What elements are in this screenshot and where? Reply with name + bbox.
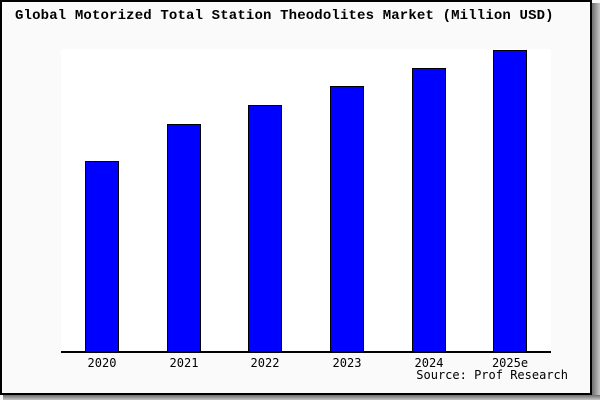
x-tick-label-2024: 2024 (414, 356, 444, 370)
frame-shadow-bottom (3, 395, 600, 400)
chart-frame: Global Motorized Total Station Theodolit… (0, 0, 592, 395)
bar-2023 (330, 86, 364, 351)
bar-2020 (85, 161, 119, 351)
bar-2022 (248, 105, 282, 351)
frame-shadow-right (592, 3, 600, 395)
plot-area (61, 49, 551, 353)
bar-2025e (493, 50, 527, 351)
x-tick-label-2023: 2023 (332, 356, 362, 370)
source-label: Source: Prof Research (416, 368, 568, 382)
bar-2021 (167, 124, 201, 351)
x-tick-label-2020: 2020 (87, 356, 117, 370)
x-tick-label-2021: 2021 (169, 356, 199, 370)
x-tick-label-2022: 2022 (250, 356, 280, 370)
x-axis-labels: 2020 2021 2022 2023 2024 2025e (61, 356, 551, 372)
x-tick-label-2025e: 2025e (491, 356, 529, 370)
bar-2024 (412, 68, 446, 351)
chart-title: Global Motorized Total Station Theodolit… (15, 8, 554, 24)
